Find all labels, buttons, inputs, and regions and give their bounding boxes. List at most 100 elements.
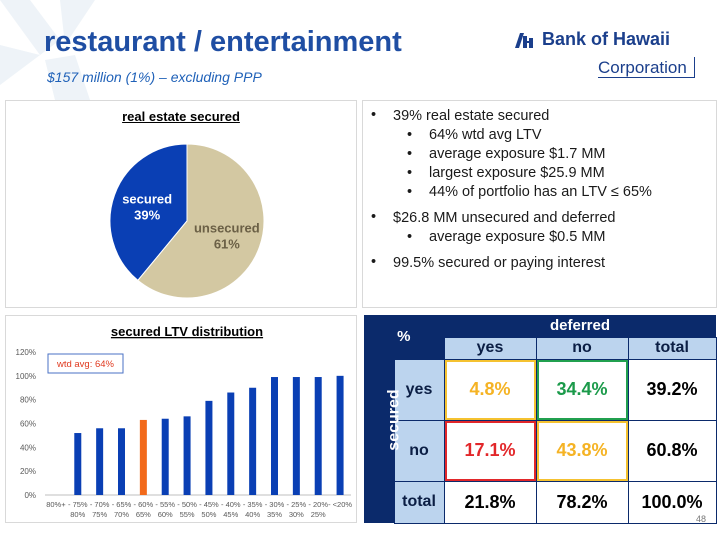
bar-11	[292, 377, 300, 495]
x-tick-label: - <20%	[328, 500, 352, 509]
decorative-star-icon	[0, 0, 95, 100]
sub-bullet-list: average exposure $0.5 MM	[393, 228, 716, 247]
matrix-corner: %	[364, 315, 444, 359]
x-tick-label: 55%	[180, 510, 195, 519]
pie-chart-panel: real estate secured secured 39% unsecured 6…	[5, 100, 357, 308]
logo-bank-name: Bank of Hawaii	[542, 29, 671, 49]
sub-bullet-item: average exposure $1.7 MM	[393, 145, 716, 164]
logo-underline	[598, 77, 694, 78]
matrix-col-header-yes: yes	[443, 336, 537, 360]
bar-12	[314, 377, 322, 495]
bullet-text: $26.8 MM unsecured and deferred	[393, 210, 616, 226]
x-tick-label: 60%	[158, 510, 173, 519]
key-points-list: 39% real estate secured64% wtd avg LTVav…	[363, 101, 716, 273]
page-subtitle: $157 million (1%) – excluding PPP	[47, 69, 262, 85]
bullet-item: 39% real estate secured 64% wtd avg LTVav…	[363, 107, 716, 202]
x-tick-label: 80%	[70, 510, 85, 519]
y-tick-label: 80%	[20, 396, 36, 405]
bar-1	[74, 433, 82, 495]
x-tick-label: - 70%	[90, 500, 110, 509]
x-tick-label: - 25%	[287, 500, 307, 509]
matrix-total-spacer	[364, 481, 394, 523]
bar-10	[271, 377, 278, 495]
wtd-avg-annotation: wtd avg: 64%	[56, 359, 115, 370]
x-tick-label: - 30%	[265, 500, 285, 509]
bullet-text: 39% real estate secured	[393, 108, 550, 124]
wtd-avg-box	[47, 353, 124, 374]
x-tick-label: - 55%	[155, 500, 175, 509]
bar-6	[183, 416, 191, 495]
bar-chart-panel: secured LTV distribution 0% 20% 40% 60% 80% 10…	[5, 315, 357, 523]
bank-logo: Bank of Hawaii Corporation	[508, 28, 698, 80]
matrix-cell-total-total: 100.0%	[627, 480, 717, 524]
logo-corporation: Corporation	[598, 58, 687, 77]
x-tick-label: 80%+	[46, 500, 66, 509]
logo-divider	[694, 57, 695, 78]
y-tick-label: 60%	[20, 420, 36, 429]
matrix-cell-yes-total: 39.2%	[627, 358, 717, 421]
bar-3	[118, 428, 125, 495]
sub-bullet-list: 64% wtd avg LTVaverage exposure $1.7 MMl…	[393, 126, 716, 202]
sub-bullet-item: 64% wtd avg LTV	[393, 126, 716, 145]
x-tick-label: 65%	[136, 510, 151, 519]
x-tick-label: 75%	[92, 510, 107, 519]
matrix-cell-yes-yes: 4.8%	[443, 358, 537, 421]
y-tick-label: 0%	[24, 491, 36, 500]
y-tick-label: 120%	[16, 348, 36, 357]
bar-9	[249, 387, 257, 495]
pie-label-unsecured: unsecured	[194, 220, 260, 235]
x-tick-label: 70%	[114, 510, 129, 519]
bar-chart-title: secured LTV distribution	[111, 324, 263, 339]
sub-bullet-item: average exposure $0.5 MM	[393, 228, 716, 247]
bullet-item: 99.5% secured or paying interest	[363, 254, 716, 273]
x-tick-label: 50%	[201, 510, 216, 519]
sub-bullet-item: largest exposure $25.9 MM	[393, 164, 716, 183]
matrix-col-header-total: total	[627, 336, 717, 360]
x-tick-label: - 20%	[308, 500, 328, 509]
x-tick-label: - 35%	[243, 500, 263, 509]
matrix-row-group-label: secured	[385, 389, 403, 451]
matrix-col-group: deferred	[444, 315, 717, 337]
bullet-text: 99.5% secured or paying interest	[393, 255, 605, 271]
y-tick-label: 20%	[20, 467, 36, 476]
matrix-row-label-no: no	[393, 419, 445, 482]
sub-bullet-item: 44% of portfolio has an LTV ≤ 65%	[393, 183, 716, 202]
matrix-row-label-total: total	[393, 480, 445, 524]
bar-8	[227, 392, 235, 495]
x-tick-label: 35%	[267, 510, 282, 519]
x-tick-label: 25%	[311, 510, 326, 519]
matrix-cell-no-total: 60.8%	[627, 419, 717, 482]
x-tick-label: 45%	[223, 510, 238, 519]
matrix-cell-no-yes: 17.1%	[443, 419, 537, 482]
x-tick-label: - 75%	[68, 500, 88, 509]
matrix-cell-total-yes: 21.8%	[443, 480, 537, 524]
pie-value-unsecured: 61%	[214, 236, 240, 251]
pie-label-secured: secured	[122, 192, 172, 207]
y-tick-label: 100%	[16, 372, 36, 381]
page-title: restaurant / entertainment	[44, 26, 402, 58]
bank-of-hawaii-mark-icon	[515, 33, 533, 48]
matrix-cell-total-no: 78.2%	[535, 480, 629, 524]
matrix-cell-yes-no: 34.4%	[535, 358, 629, 421]
matrix-col-header-no: no	[535, 336, 629, 360]
bar-13	[336, 375, 344, 495]
matrix-row-group: secured	[364, 359, 403, 481]
pie-chart-title: real estate secured	[122, 109, 240, 124]
matrix-cell-no-no: 43.8%	[535, 419, 629, 482]
x-tick-label: 30%	[289, 510, 304, 519]
x-tick-label: - 60%	[134, 500, 154, 509]
bar-2	[96, 428, 104, 495]
pie-slice-unsecured	[137, 143, 265, 299]
key-points-panel: 39% real estate secured64% wtd avg LTVav…	[362, 100, 717, 308]
bullet-item: $26.8 MM unsecured and deferred average e…	[363, 209, 716, 247]
page-number: 48	[696, 514, 707, 524]
x-tick-label: - 65%	[112, 500, 132, 509]
bar-4	[139, 419, 147, 495]
x-tick-label: - 50%	[177, 500, 197, 509]
x-tick-label: - 40%	[221, 500, 241, 509]
deferred-secured-matrix: % deferred yes no total secured yes 4.8%…	[364, 315, 717, 524]
pie-value-secured: 39%	[134, 208, 160, 223]
bar-chart: secured LTV distribution 0% 20% 40% 60% 80% 10…	[16, 324, 353, 519]
x-tick-label: - 45%	[199, 500, 219, 509]
